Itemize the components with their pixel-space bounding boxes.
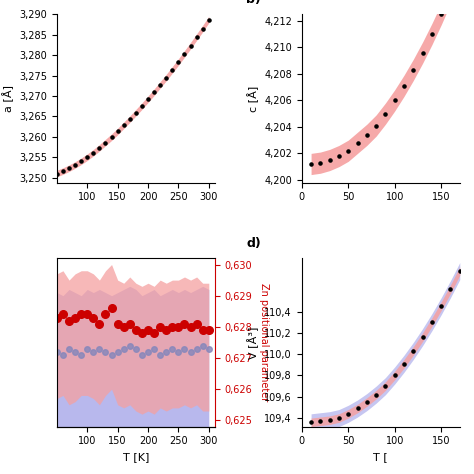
Text: b): b) bbox=[246, 0, 261, 6]
Y-axis label: c [Å]: c [Å] bbox=[247, 85, 259, 111]
Text: d): d) bbox=[246, 237, 261, 250]
Y-axis label: a [Å]: a [Å] bbox=[2, 85, 14, 112]
Y-axis label: Zn positional parameter: Zn positional parameter bbox=[259, 283, 269, 401]
X-axis label: T [: T [ bbox=[374, 452, 388, 462]
Y-axis label: V [Å³]: V [Å³] bbox=[247, 326, 259, 359]
X-axis label: T [K]: T [K] bbox=[123, 452, 149, 462]
